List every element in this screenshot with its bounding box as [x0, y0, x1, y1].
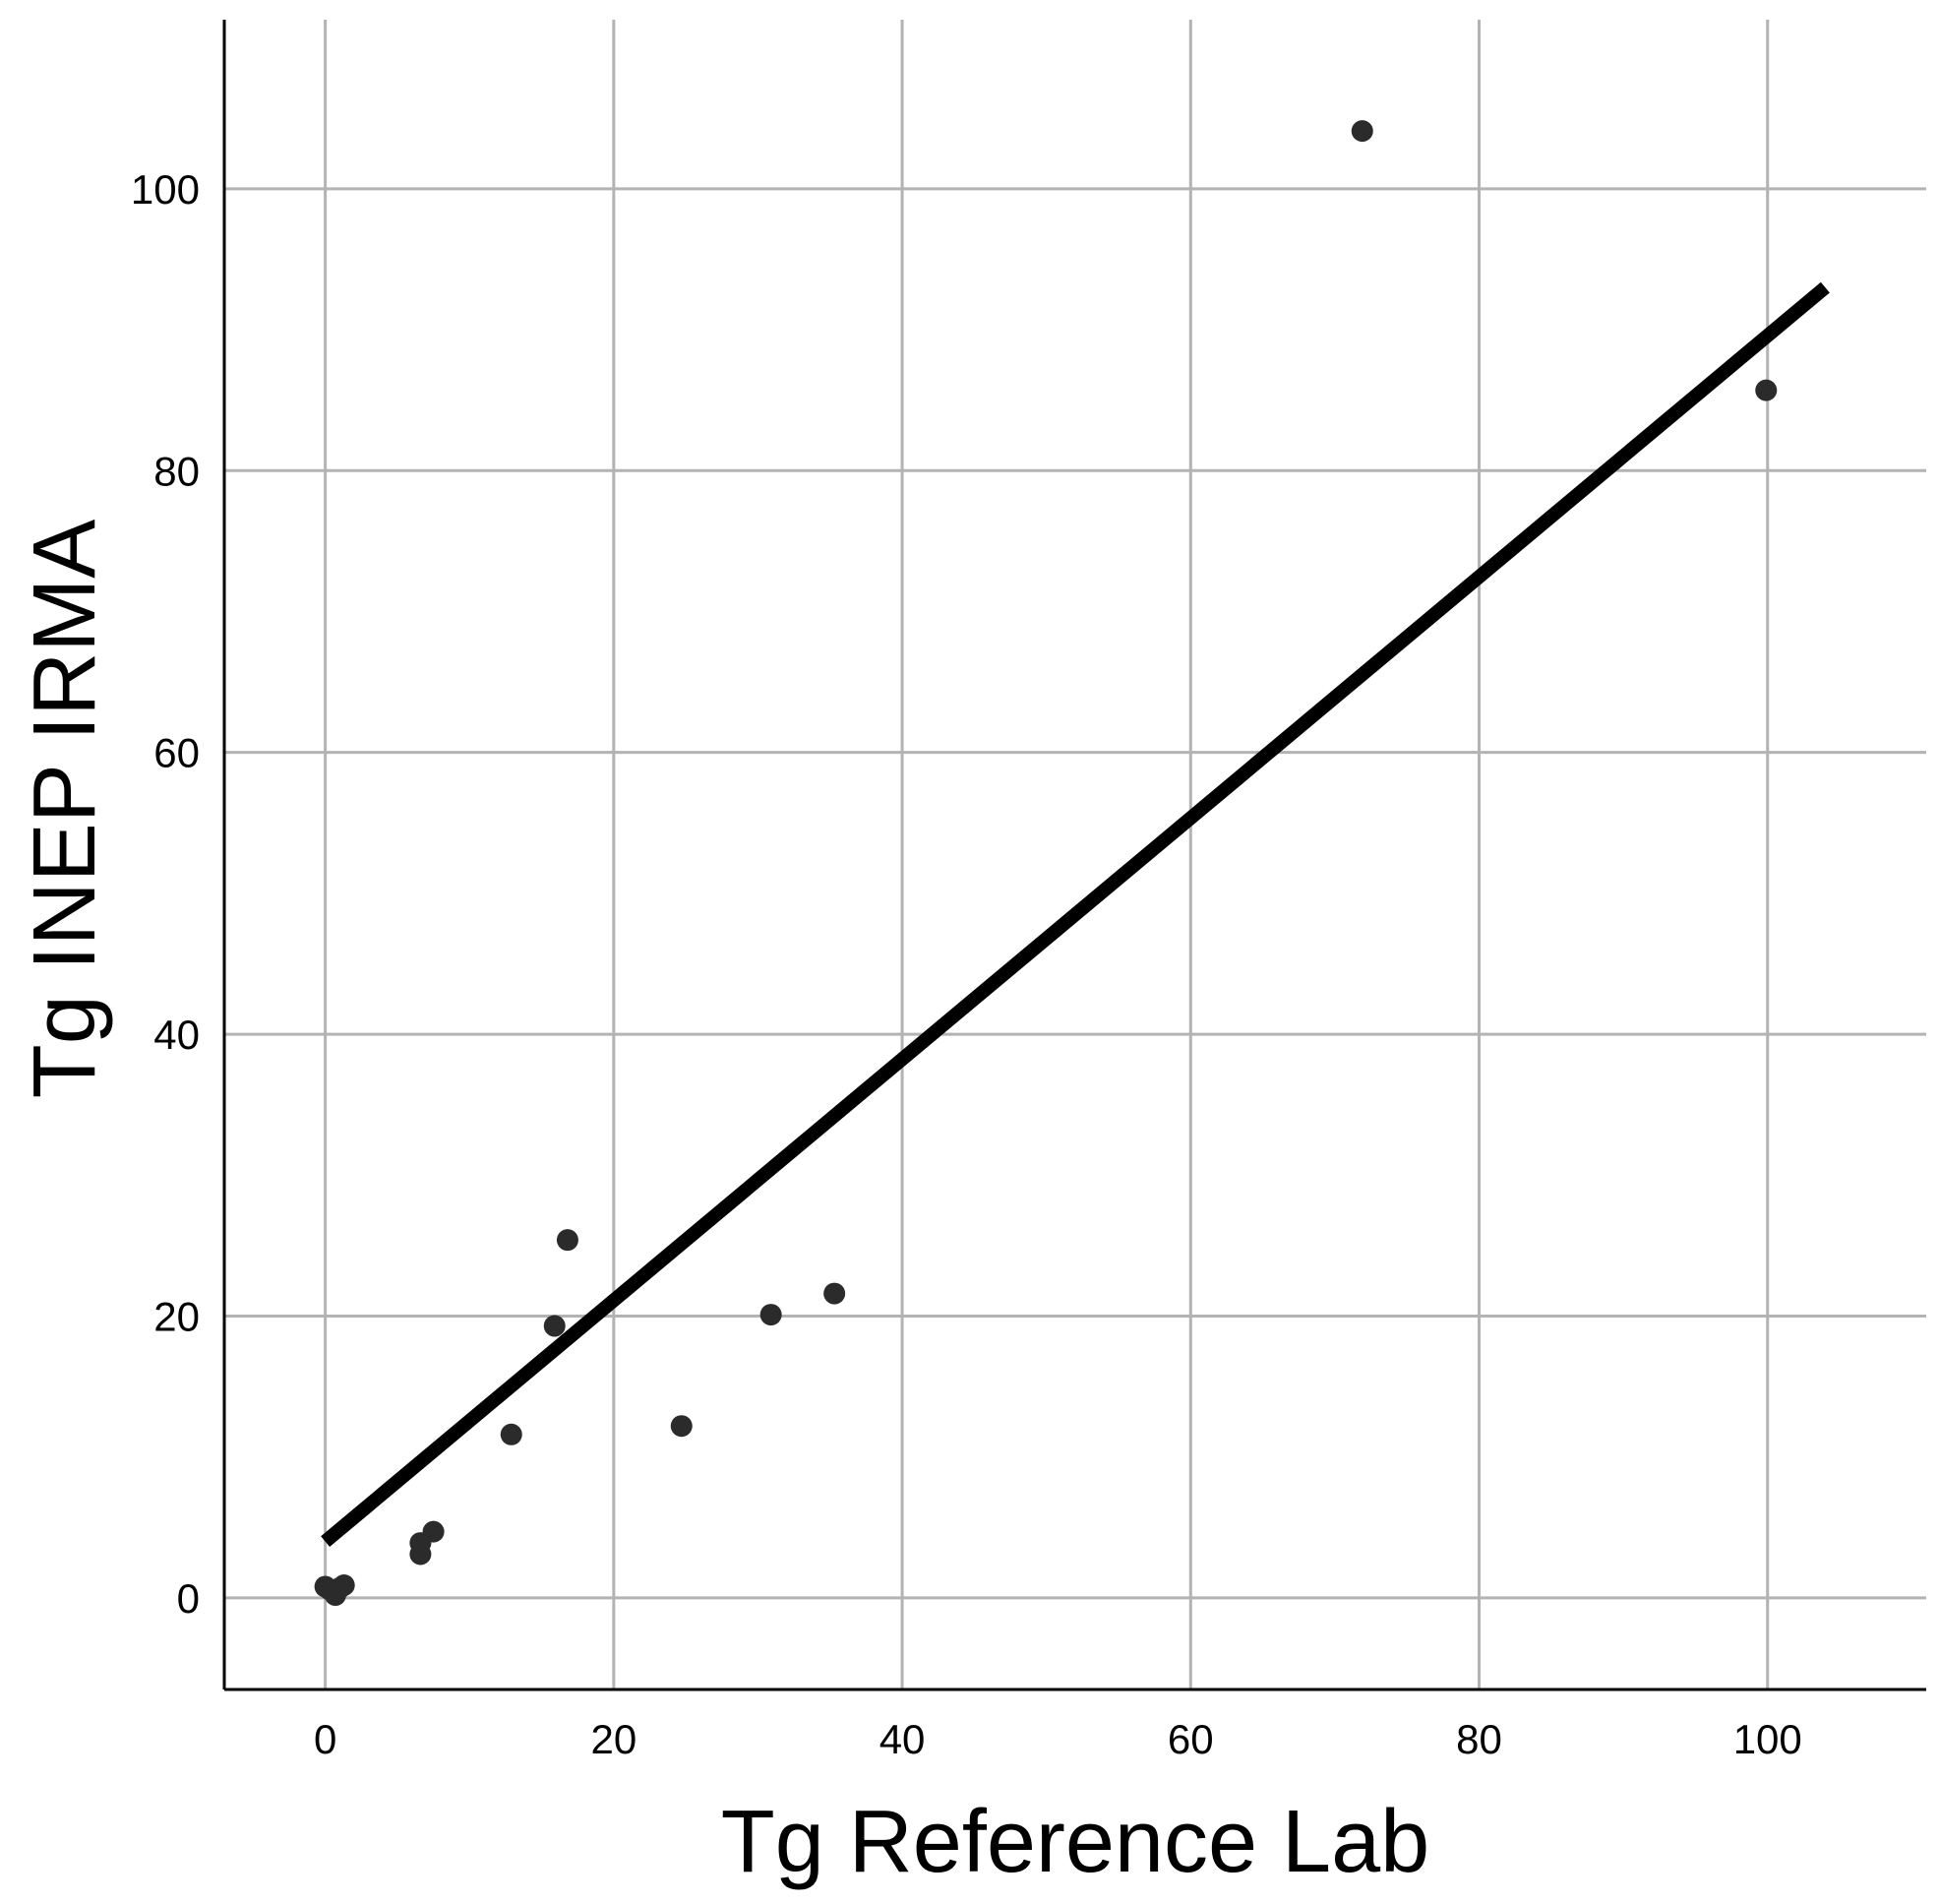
- x-tick-label: 0: [314, 1716, 336, 1762]
- x-tick-label: 100: [1733, 1716, 1802, 1762]
- data-point: [543, 1315, 566, 1337]
- x-tick-label: 80: [1456, 1716, 1502, 1762]
- data-point: [670, 1415, 693, 1438]
- regression-line: [321, 281, 1830, 1548]
- data-point: [1755, 379, 1778, 401]
- regression-line-group: [321, 281, 1830, 1548]
- y-tick-label: 100: [131, 166, 200, 213]
- y-tick-label: 60: [153, 730, 200, 776]
- y-axis-title: Tg INEP IRMA: [16, 520, 114, 1098]
- data-point: [500, 1423, 522, 1445]
- x-tick-label: 20: [590, 1716, 636, 1762]
- x-tick-label: 40: [879, 1716, 926, 1762]
- x-tick-label: 60: [1168, 1716, 1214, 1762]
- y-tick-label: 20: [153, 1294, 200, 1340]
- data-points: [314, 120, 1778, 1607]
- y-tick-label: 80: [153, 448, 200, 494]
- data-point: [422, 1520, 445, 1543]
- y-tick-label: 0: [177, 1575, 200, 1622]
- tick-labels: 0 20 40 60 80 100 0 20 40 60 80 100: [131, 166, 1802, 1762]
- data-point: [333, 1574, 355, 1597]
- data-point: [1351, 120, 1373, 143]
- data-point: [556, 1229, 578, 1252]
- axes: [222, 20, 1926, 1691]
- data-point: [759, 1304, 782, 1326]
- y-tick-label: 40: [153, 1012, 200, 1058]
- data-point: [823, 1282, 846, 1305]
- x-axis-title: Tg Reference Lab: [721, 1793, 1429, 1891]
- grid: [224, 20, 1926, 1689]
